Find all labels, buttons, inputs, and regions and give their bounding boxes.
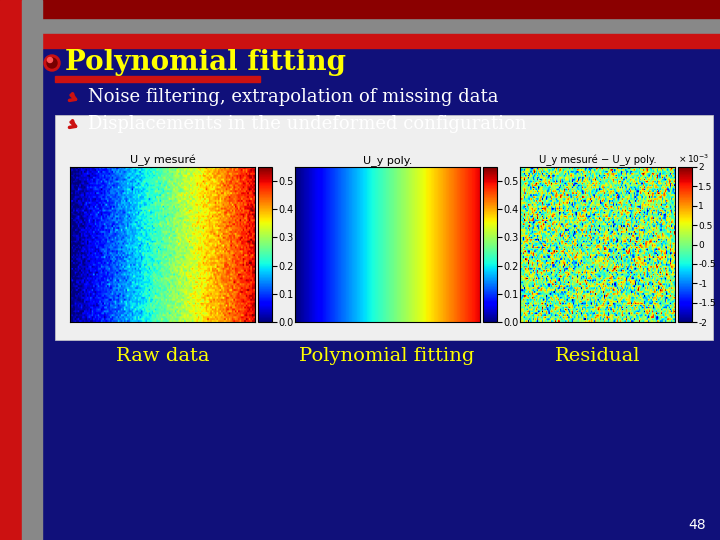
Circle shape [47,58,57,68]
Text: 48: 48 [688,518,706,532]
Circle shape [44,55,60,71]
Bar [0,0,720,30]
Title: U_y poly.: U_y poly. [363,155,412,166]
Bar [22,0,42,540]
Text: $\times\,10^{-3}$: $\times\,10^{-3}$ [678,153,709,165]
Text: Polynomial fitting: Polynomial fitting [300,347,474,365]
Title: U_y mesuré − U_y poly.: U_y mesuré − U_y poly. [539,154,657,166]
Bar [22,17,720,45]
Circle shape [48,57,53,63]
Text: Displacements in the undeformed configuration: Displacements in the undeformed configur… [88,115,526,133]
Text: Polynomial fitting: Polynomial fitting [65,50,346,77]
Text: Raw data: Raw data [116,347,210,365]
Bar [0,0,22,540]
Bar [0,34,720,48]
Title: U_y mesuré: U_y mesuré [130,154,195,166]
Text: Residual: Residual [555,347,641,365]
Bar [55,76,260,82]
Bar [55,115,713,340]
Text: Noise filtering, extrapolation of missing data: Noise filtering, extrapolation of missin… [88,88,498,106]
Bar [0,0,720,18]
